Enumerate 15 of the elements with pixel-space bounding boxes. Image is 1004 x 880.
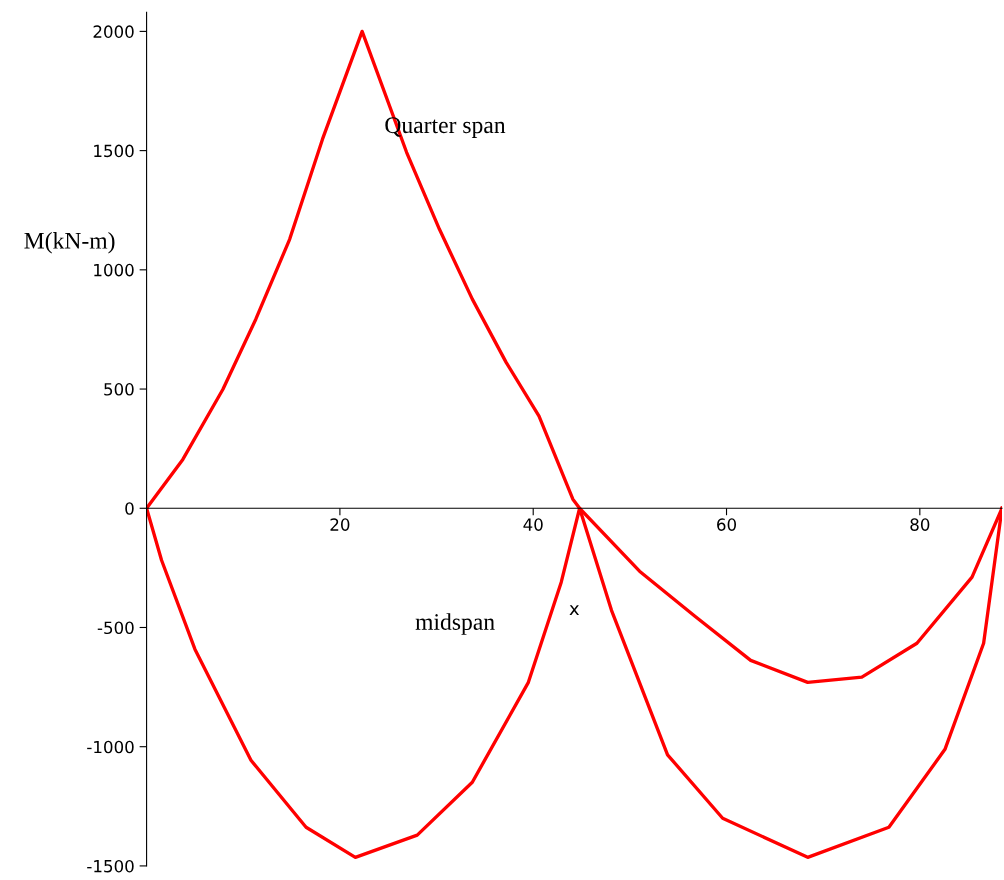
- x-tick-label: 80: [910, 518, 930, 531]
- y-tick-label: -1000: [87, 740, 134, 754]
- y-tick-label: 1500: [94, 144, 134, 158]
- x-tick-label: 40: [523, 518, 543, 531]
- x-axis-title: x: [569, 605, 580, 616]
- y-tick-label: 2000: [93, 25, 134, 38]
- y-tick-label: 500: [104, 383, 134, 396]
- y-tick-label: -500: [97, 621, 134, 635]
- y-tick-label: 1000: [94, 263, 134, 277]
- y-tick-label: -1500: [87, 859, 134, 873]
- y-axis-title: M(kN-m): [24, 232, 115, 254]
- x-tick-label: 60: [717, 518, 737, 531]
- series-label: midspan: [415, 613, 495, 635]
- x-tick-label: 20: [330, 518, 350, 531]
- y-tick-label: 0: [125, 502, 134, 515]
